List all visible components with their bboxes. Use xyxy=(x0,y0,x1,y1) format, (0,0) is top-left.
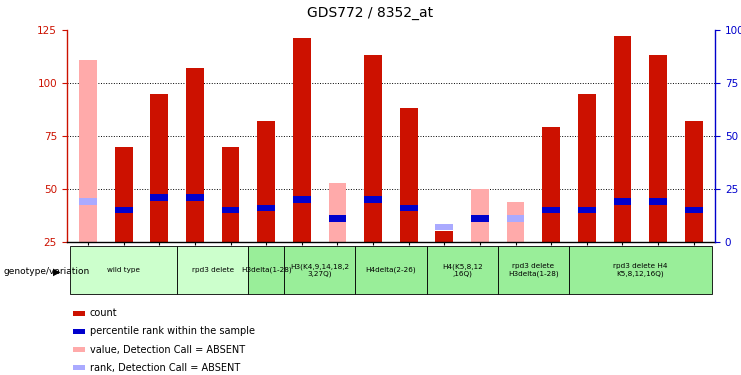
Text: rpd3 delete H4
K5,8,12,16Q): rpd3 delete H4 K5,8,12,16Q) xyxy=(613,263,668,277)
Bar xyxy=(186,68,204,242)
Bar xyxy=(328,215,346,222)
Bar xyxy=(614,36,631,242)
Bar xyxy=(436,231,453,242)
FancyBboxPatch shape xyxy=(427,246,498,294)
Text: rpd3 delete
H3delta(1-28): rpd3 delete H3delta(1-28) xyxy=(508,263,559,277)
Bar xyxy=(115,207,133,213)
FancyBboxPatch shape xyxy=(284,246,355,294)
FancyBboxPatch shape xyxy=(498,246,569,294)
Bar xyxy=(257,205,275,211)
Bar xyxy=(293,196,310,202)
Bar xyxy=(542,207,560,213)
Bar xyxy=(400,205,418,211)
Bar xyxy=(649,56,667,242)
FancyBboxPatch shape xyxy=(177,246,248,294)
Text: rpd3 delete: rpd3 delete xyxy=(192,267,234,273)
Bar xyxy=(115,147,133,242)
Bar xyxy=(73,365,85,370)
Text: wild type: wild type xyxy=(107,267,140,273)
FancyBboxPatch shape xyxy=(70,246,177,294)
Bar xyxy=(73,347,85,352)
Bar xyxy=(685,207,702,213)
Text: H4delta(2-26): H4delta(2-26) xyxy=(365,267,416,273)
Bar xyxy=(186,194,204,201)
FancyBboxPatch shape xyxy=(355,246,427,294)
Text: value, Detection Call = ABSENT: value, Detection Call = ABSENT xyxy=(90,345,245,354)
Bar xyxy=(328,183,346,242)
Text: genotype/variation: genotype/variation xyxy=(4,267,90,276)
Bar xyxy=(257,121,275,242)
Text: rank, Detection Call = ABSENT: rank, Detection Call = ABSENT xyxy=(90,363,240,372)
Bar xyxy=(79,60,97,242)
Bar xyxy=(222,207,239,213)
Bar xyxy=(471,189,489,242)
Text: ▶: ▶ xyxy=(53,267,61,277)
Bar xyxy=(436,224,453,230)
Text: percentile rank within the sample: percentile rank within the sample xyxy=(90,327,254,336)
Text: H4(K5,8,12
,16Q): H4(K5,8,12 ,16Q) xyxy=(442,263,482,277)
Text: GDS772 / 8352_at: GDS772 / 8352_at xyxy=(308,6,433,20)
Bar xyxy=(578,94,596,242)
Text: count: count xyxy=(90,309,117,318)
Bar xyxy=(79,198,97,205)
Bar xyxy=(542,128,560,242)
Bar xyxy=(150,194,168,201)
Bar xyxy=(79,198,97,205)
Bar xyxy=(73,311,85,316)
FancyBboxPatch shape xyxy=(248,246,284,294)
Bar xyxy=(150,94,168,242)
Bar xyxy=(614,198,631,205)
Bar xyxy=(578,207,596,213)
Bar xyxy=(507,215,525,222)
Bar xyxy=(364,56,382,242)
Bar xyxy=(649,198,667,205)
Bar xyxy=(364,196,382,202)
Bar xyxy=(222,147,239,242)
Bar xyxy=(471,215,489,222)
Bar xyxy=(400,108,418,242)
Bar xyxy=(73,329,85,334)
Text: H3(K4,9,14,18,2
3,27Q): H3(K4,9,14,18,2 3,27Q) xyxy=(290,263,349,277)
FancyBboxPatch shape xyxy=(569,246,711,294)
Bar xyxy=(293,39,310,242)
Bar xyxy=(507,202,525,242)
Bar xyxy=(685,121,702,242)
Text: H3delta(1-28): H3delta(1-28) xyxy=(241,267,291,273)
